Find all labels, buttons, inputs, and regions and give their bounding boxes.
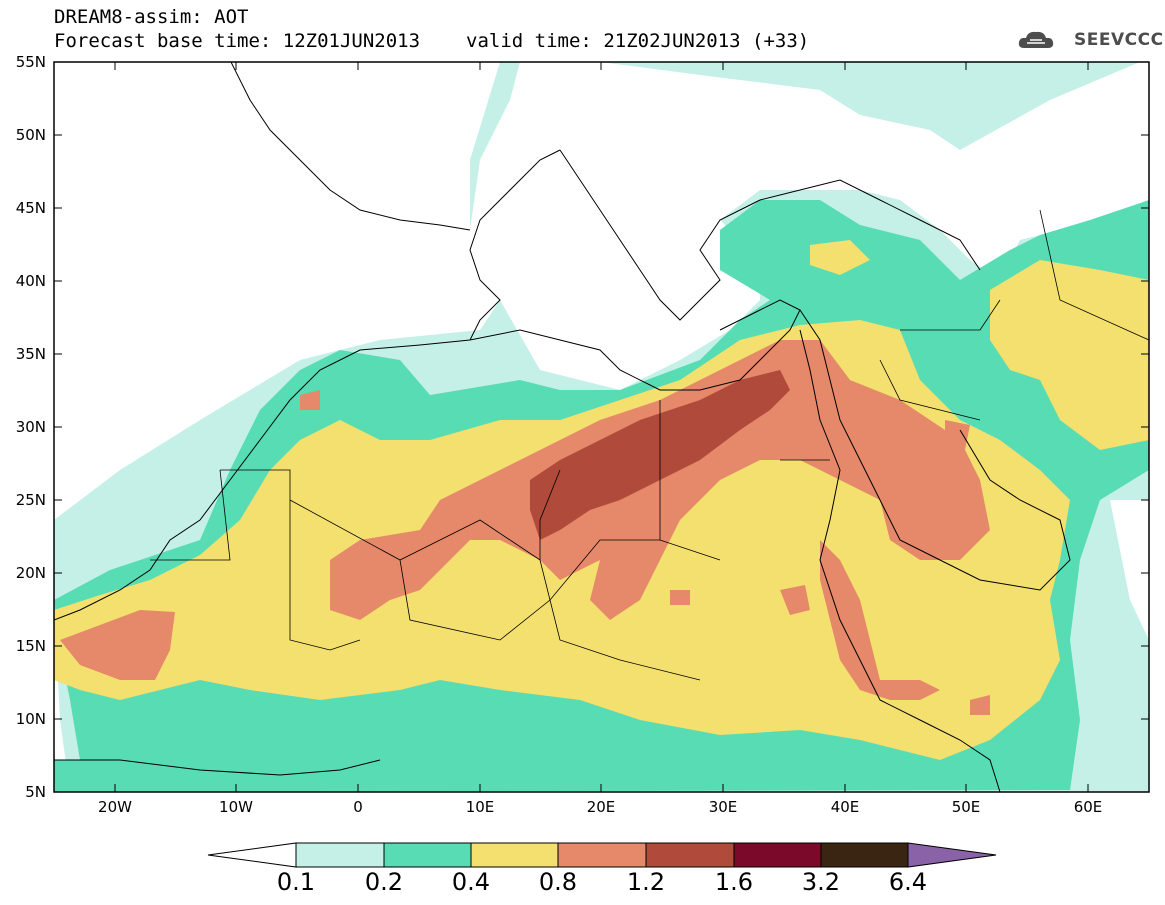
- ticks: [54, 61, 1149, 793]
- colorbar-segment-3: [470, 842, 559, 868]
- colorbar-label: 1.2: [626, 868, 666, 896]
- lat-label: 15N: [15, 637, 46, 655]
- borders: [150, 209, 1149, 681]
- colorbar-label: 0.1: [276, 868, 316, 896]
- forecast-times: Forecast base time: 12Z01JUN2013 valid ti…: [54, 30, 809, 52]
- lon-label: 50E: [951, 798, 981, 816]
- lon-label: 60E: [1073, 798, 1103, 816]
- lat-label: 50N: [15, 126, 46, 144]
- lat-label: 5N: [25, 783, 46, 801]
- colorbar-low-arrow: [207, 842, 297, 868]
- colorbar: [207, 842, 997, 868]
- lon-label: 30E: [708, 798, 738, 816]
- colorbar-label: 3.2: [801, 868, 841, 896]
- lat-label: 40N: [15, 272, 46, 290]
- colorbar-segment-2: [383, 842, 472, 868]
- lon-label: 40E: [830, 798, 860, 816]
- base-time: Forecast base time: 12Z01JUN2013: [54, 30, 421, 52]
- lon-label: 20E: [586, 798, 616, 816]
- lat-label: 35N: [15, 345, 46, 363]
- lon-label: 0: [353, 798, 363, 816]
- colorbar-high-arrow: [907, 842, 997, 868]
- cloud-icon: [1018, 31, 1054, 48]
- aot-field: [54, 62, 1149, 792]
- colorbar-segment-4: [557, 842, 647, 868]
- colorbar-label: 0.2: [364, 868, 404, 896]
- lon-label: 20W: [98, 798, 132, 816]
- lon-label: 10E: [465, 798, 495, 816]
- lat-label: 45N: [15, 199, 46, 217]
- aot-0.8-band: [60, 340, 990, 715]
- colorbar-segment-6: [733, 842, 822, 868]
- colorbar-label: 0.8: [538, 868, 578, 896]
- colorbar-segment-7: [820, 842, 909, 868]
- logo-text: SEEVCCC: [1074, 30, 1164, 50]
- coastlines: [54, 62, 1071, 792]
- lat-label: 30N: [15, 418, 46, 436]
- valid-time: valid time: 21Z02JUN2013 (+33): [466, 30, 810, 52]
- map-title: DREAM8-assim: AOT: [54, 6, 249, 28]
- colorbar-segment-1: [295, 842, 385, 868]
- colorbar-label: 6.4: [888, 868, 928, 896]
- colorbar-label: 0.4: [451, 868, 491, 896]
- colorbar-segment-5: [645, 842, 735, 868]
- lat-label: 25N: [15, 491, 46, 509]
- lat-label: 10N: [15, 710, 46, 728]
- clean-area-europe: [54, 62, 1149, 520]
- lat-label: 55N: [15, 53, 46, 71]
- lat-label: 20N: [15, 564, 46, 582]
- colorbar-label: 1.6: [714, 868, 754, 896]
- lon-label: 10W: [219, 798, 253, 816]
